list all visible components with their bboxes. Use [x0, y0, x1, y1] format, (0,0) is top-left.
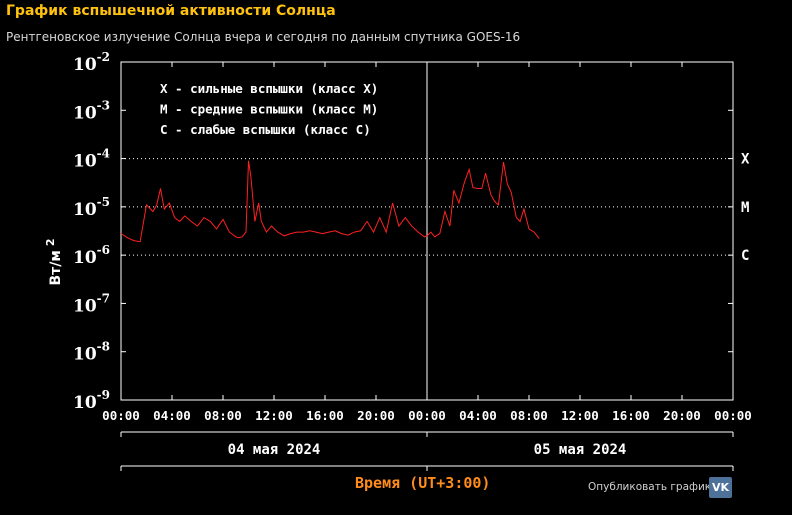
y-axis-label: Вт/м2 — [44, 239, 64, 286]
x-tick-label: 16:00 — [612, 408, 650, 423]
x-tick-label: 00:00 — [102, 408, 140, 423]
y-tick-label: 10-8 — [73, 340, 110, 365]
class-label-c: C — [741, 248, 749, 264]
y-tick-label: 10-9 — [73, 388, 110, 413]
vk-icon[interactable]: VK — [709, 477, 732, 498]
x-tick-label: 08:00 — [204, 408, 242, 423]
legend-entry-1: X - сильные вспышки (класс X) — [160, 81, 378, 96]
x-tick-label: 12:00 — [561, 408, 599, 423]
xray-flux-line — [120, 160, 540, 243]
day-label-1: 04 мая 2024 — [228, 442, 321, 458]
x-tick-label: 08:00 — [510, 408, 548, 423]
y-tick-label: 10-6 — [73, 243, 110, 268]
y-tick-label: 10-4 — [73, 147, 110, 172]
day-label-2: 05 мая 2024 — [534, 442, 627, 458]
class-label-x: X — [741, 152, 750, 168]
x-tick-label: 12:00 — [255, 408, 293, 423]
page-title: График вспышечной активности Солнца — [6, 3, 336, 19]
page-subtitle: Рентгеновское излучение Солнца вчера и с… — [6, 30, 521, 44]
y-tick-label: 10-2 — [73, 50, 110, 75]
timezone-label: Время (UT+3:00) — [355, 474, 491, 492]
legend-entry-2: M - средние вспышки (класс M) — [160, 102, 378, 117]
y-tick-label: 10-5 — [73, 195, 110, 220]
y-tick-label: 10-7 — [73, 291, 110, 316]
x-tick-label: 04:00 — [459, 408, 497, 423]
x-tick-label: 00:00 — [714, 408, 752, 423]
class-label-m: M — [741, 200, 749, 216]
y-tick-label: 10-3 — [73, 98, 110, 123]
publish-label: Опубликовать график: — [588, 481, 715, 493]
x-tick-label: 04:00 — [153, 408, 191, 423]
x-tick-label: 00:00 — [408, 408, 446, 423]
x-tick-label: 20:00 — [663, 408, 701, 423]
legend-entry-3: C - слабые вспышки (класс C) — [160, 122, 371, 137]
x-tick-label: 20:00 — [357, 408, 395, 423]
x-tick-label: 16:00 — [306, 408, 344, 423]
